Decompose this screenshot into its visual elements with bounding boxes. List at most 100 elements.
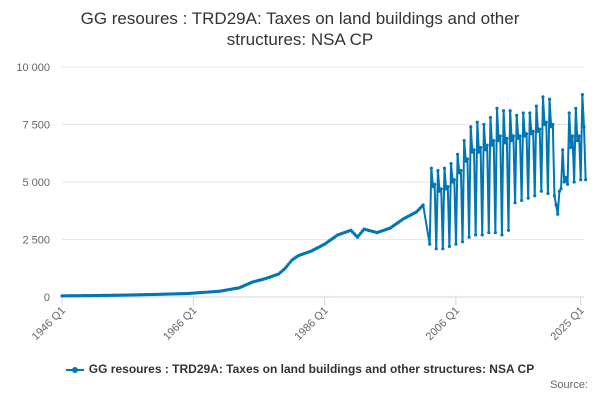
series-point[interactable]	[493, 231, 497, 235]
series-point[interactable]	[505, 136, 509, 140]
series-point[interactable]	[575, 139, 580, 143]
series-point[interactable]	[503, 141, 507, 145]
series-point[interactable]	[464, 159, 468, 163]
series-point[interactable]	[475, 120, 479, 124]
series-point[interactable]	[449, 162, 453, 166]
series-point[interactable]	[433, 182, 437, 186]
series-point[interactable]	[557, 189, 561, 193]
series-point[interactable]	[544, 120, 548, 124]
series-point[interactable]	[562, 180, 566, 184]
series-point[interactable]	[459, 168, 463, 173]
series-point[interactable]	[538, 127, 542, 131]
series-point[interactable]	[460, 240, 465, 244]
series-point[interactable]	[549, 125, 553, 129]
series-point[interactable]	[467, 235, 471, 239]
series-point[interactable]	[447, 244, 451, 248]
series-point[interactable]	[543, 122, 547, 127]
series-point[interactable]	[442, 166, 447, 170]
series-point[interactable]	[528, 111, 532, 115]
series-point[interactable]	[498, 134, 502, 138]
series-point[interactable]	[559, 187, 563, 191]
series-point[interactable]	[508, 109, 512, 113]
series-point[interactable]	[480, 233, 484, 237]
series-point[interactable]	[574, 106, 578, 110]
series-point[interactable]	[529, 132, 534, 136]
series-point[interactable]	[520, 198, 524, 202]
series-point[interactable]	[437, 189, 442, 193]
series-point[interactable]	[439, 187, 443, 191]
series-point[interactable]	[580, 93, 584, 97]
series-point[interactable]	[582, 125, 586, 129]
legend[interactable]: GG resoures : TRD29A: Taxes on land buil…	[0, 362, 600, 376]
series-point[interactable]	[523, 134, 527, 138]
series-point[interactable]	[500, 233, 504, 237]
series-point[interactable]	[497, 139, 501, 143]
series-point[interactable]	[462, 139, 466, 143]
series-point[interactable]	[485, 143, 489, 147]
series-point[interactable]	[564, 175, 568, 179]
series-point[interactable]	[584, 178, 588, 182]
series-point[interactable]	[554, 203, 558, 207]
series-point[interactable]	[533, 194, 537, 198]
series-point[interactable]	[429, 166, 433, 170]
series-point[interactable]	[472, 148, 476, 152]
series-point[interactable]	[501, 109, 506, 113]
series-point[interactable]	[490, 143, 494, 147]
series-point[interactable]	[511, 134, 516, 138]
series-point[interactable]	[539, 189, 543, 193]
series-point[interactable]	[547, 97, 552, 101]
series-point[interactable]	[541, 95, 545, 99]
series-point[interactable]	[579, 178, 583, 182]
series-point[interactable]	[556, 212, 560, 216]
series-point[interactable]	[534, 104, 539, 108]
series-point[interactable]	[478, 145, 483, 150]
series-point[interactable]	[565, 182, 570, 186]
series-point[interactable]	[451, 180, 455, 184]
series-point[interactable]	[492, 139, 496, 143]
series-point[interactable]	[531, 129, 535, 133]
chart-title: GG resoures : TRD29A: Taxes on land buil…	[0, 8, 600, 50]
series-point[interactable]	[456, 152, 460, 156]
series-point[interactable]	[436, 168, 440, 173]
series-point[interactable]	[470, 150, 474, 154]
series-point[interactable]	[570, 134, 575, 138]
series-point[interactable]	[546, 191, 550, 196]
series-point[interactable]	[469, 125, 473, 129]
series-point[interactable]	[446, 185, 450, 189]
series-point[interactable]	[510, 139, 514, 143]
series-point[interactable]	[441, 247, 445, 251]
y-tick-label: 0	[44, 292, 50, 304]
series-point[interactable]	[516, 136, 520, 140]
series-point[interactable]	[457, 171, 461, 175]
series-point[interactable]	[477, 150, 481, 154]
series-point[interactable]	[431, 185, 435, 189]
series-point[interactable]	[452, 178, 456, 182]
series-point[interactable]	[474, 233, 478, 237]
series-point[interactable]	[428, 242, 432, 246]
series-point[interactable]	[536, 129, 540, 133]
series-point[interactable]	[552, 194, 557, 198]
series-point[interactable]	[506, 228, 511, 232]
series-point[interactable]	[561, 148, 565, 152]
series-point[interactable]	[569, 145, 573, 150]
series-point[interactable]	[567, 111, 571, 115]
series-point[interactable]	[434, 247, 438, 251]
series-point[interactable]	[515, 113, 519, 117]
series-point[interactable]	[495, 106, 499, 110]
series-point[interactable]	[521, 111, 525, 115]
series-point[interactable]	[487, 231, 491, 235]
series-point[interactable]	[577, 134, 581, 138]
series-point[interactable]	[444, 187, 448, 191]
series-point[interactable]	[454, 242, 458, 246]
series-point[interactable]	[482, 122, 486, 127]
series-point[interactable]	[526, 196, 530, 200]
series-point[interactable]	[524, 132, 529, 136]
series-point[interactable]	[551, 122, 555, 127]
series-point[interactable]	[465, 157, 470, 161]
series-point[interactable]	[513, 201, 517, 205]
series-point[interactable]	[518, 134, 522, 138]
series-point[interactable]	[572, 180, 576, 184]
series-point[interactable]	[483, 148, 488, 152]
series-point[interactable]	[421, 203, 425, 207]
series-point[interactable]	[488, 116, 493, 120]
